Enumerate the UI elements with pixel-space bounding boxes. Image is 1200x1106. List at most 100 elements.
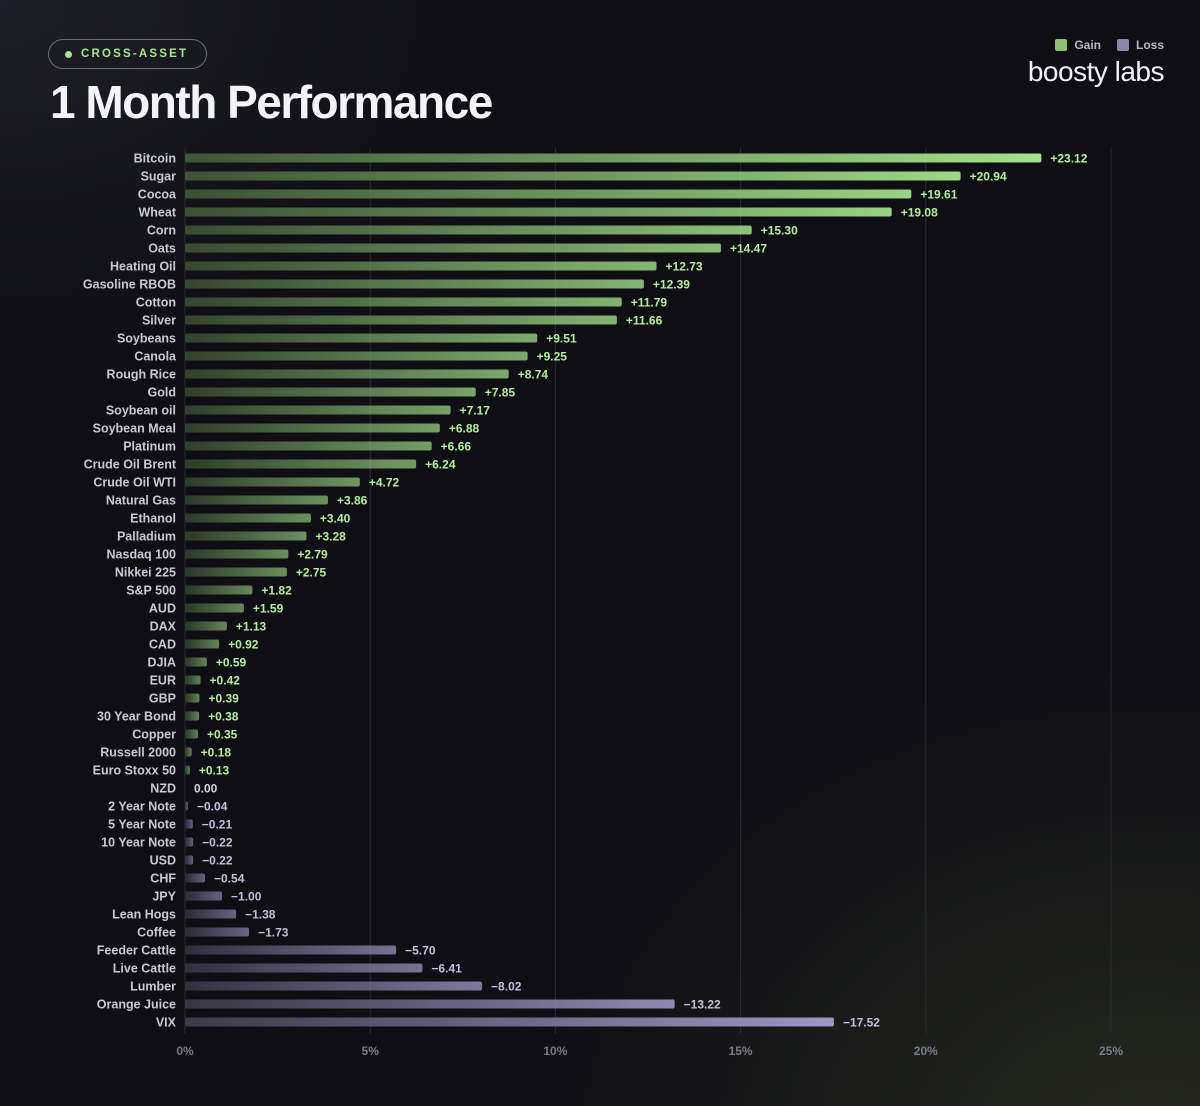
bar xyxy=(185,675,201,685)
value-label: +20.94 xyxy=(970,170,1007,184)
value-label: +11.79 xyxy=(631,296,668,310)
bar xyxy=(185,387,476,397)
bar xyxy=(185,693,200,703)
value-label: 0.00 xyxy=(194,782,218,796)
category-label: 2 Year Note xyxy=(108,800,176,814)
bar xyxy=(185,405,451,415)
value-label: +1.59 xyxy=(253,602,284,616)
bar xyxy=(185,189,912,199)
value-label: −13.22 xyxy=(684,998,721,1012)
value-label: +3.86 xyxy=(337,494,368,508)
category-label: Soybeans xyxy=(117,332,176,346)
value-label: −5.70 xyxy=(405,944,436,958)
bar xyxy=(185,567,287,577)
category-label: Silver xyxy=(142,314,176,328)
bar xyxy=(185,333,538,343)
value-label: −6.41 xyxy=(431,962,462,976)
category-label: JPY xyxy=(152,890,176,904)
bar xyxy=(185,621,227,631)
category-label: EUR xyxy=(150,674,176,688)
category-badge: CROSS-ASSET xyxy=(48,39,208,69)
x-tick-label: 20% xyxy=(914,1044,938,1058)
bar xyxy=(185,873,206,883)
bar xyxy=(185,585,253,595)
brand-logo: boosty labs xyxy=(1027,56,1165,87)
category-label: S&P 500 xyxy=(126,584,176,598)
legend-label-loss: Loss xyxy=(1135,38,1164,52)
x-axis-ticks: 0% 5% 10% 15% 20% 25% xyxy=(176,1044,1123,1058)
category-label: Soybean Meal xyxy=(93,422,176,436)
value-label: −0.54 xyxy=(214,872,245,886)
category-label: Cotton xyxy=(136,296,176,310)
value-label: +12.39 xyxy=(653,278,690,292)
category-label: VIX xyxy=(156,1016,177,1030)
chart-legend: Gain Loss xyxy=(1055,38,1164,52)
value-label: +0.38 xyxy=(208,710,239,724)
category-label: CHF xyxy=(150,872,176,886)
bar xyxy=(185,945,397,955)
bar xyxy=(185,315,617,325)
badge-dot-icon xyxy=(65,50,72,58)
category-label: Natural Gas xyxy=(106,494,176,508)
value-label: +0.42 xyxy=(210,674,241,688)
legend-swatch-loss xyxy=(1116,39,1129,51)
category-label: CAD xyxy=(149,638,176,652)
category-label: Oats xyxy=(148,242,176,256)
category-label: Crude Oil WTI xyxy=(93,476,176,490)
category-label: Coffee xyxy=(137,926,176,940)
value-label: −8.02 xyxy=(491,980,522,994)
bar xyxy=(185,711,200,721)
value-label: −0.22 xyxy=(202,836,233,850)
value-label: +0.35 xyxy=(207,728,238,742)
bar xyxy=(185,243,721,253)
bar xyxy=(185,351,528,361)
x-tick-label: 15% xyxy=(729,1044,753,1058)
category-label: Live Cattle xyxy=(113,962,176,976)
bar xyxy=(185,891,223,901)
value-label: +19.61 xyxy=(920,188,957,202)
bar xyxy=(185,279,644,289)
category-label: Heating Oil xyxy=(110,260,176,274)
category-label: 10 Year Note xyxy=(101,836,176,850)
value-label: +11.66 xyxy=(626,314,663,328)
value-label: −1.00 xyxy=(231,890,262,904)
category-label: Wheat xyxy=(139,206,177,220)
value-label: +2.75 xyxy=(296,566,327,580)
bar xyxy=(185,999,675,1009)
value-label: +9.51 xyxy=(546,332,577,346)
bar xyxy=(185,657,207,667)
bar xyxy=(185,909,237,919)
legend-label-gain: Gain xyxy=(1074,38,1101,52)
category-label: Soybean oil xyxy=(106,404,176,418)
value-label: +0.92 xyxy=(228,638,259,652)
value-label: +7.17 xyxy=(460,404,491,418)
category-label: Gold xyxy=(148,386,176,400)
value-label: −17.52 xyxy=(843,1016,880,1030)
value-label: +0.18 xyxy=(201,746,232,760)
category-label: Nasdaq 100 xyxy=(107,548,177,562)
bar xyxy=(185,819,193,829)
category-label: Euro Stoxx 50 xyxy=(93,764,176,778)
category-label: Lean Hogs xyxy=(112,908,176,922)
category-label: NZD xyxy=(150,782,176,796)
category-label: GBP xyxy=(149,692,176,706)
category-label: Platinum xyxy=(123,440,176,454)
bars xyxy=(185,153,1042,1027)
category-label: Feeder Cattle xyxy=(97,944,176,958)
value-label: −0.04 xyxy=(197,800,228,814)
category-label: Russell 2000 xyxy=(100,746,176,760)
category-label: 5 Year Note xyxy=(108,818,176,832)
bar xyxy=(185,171,961,181)
bar xyxy=(185,513,311,523)
category-label: Ethanol xyxy=(130,512,176,526)
category-label: Rough Rice xyxy=(107,368,176,382)
bar xyxy=(185,297,622,307)
value-label: +14.47 xyxy=(730,242,767,256)
bar xyxy=(185,747,192,757)
value-label: +3.28 xyxy=(315,530,346,544)
value-label: +9.25 xyxy=(537,350,568,364)
bar xyxy=(185,801,188,811)
value-label: +0.13 xyxy=(199,764,230,778)
value-label: +6.66 xyxy=(441,440,472,454)
